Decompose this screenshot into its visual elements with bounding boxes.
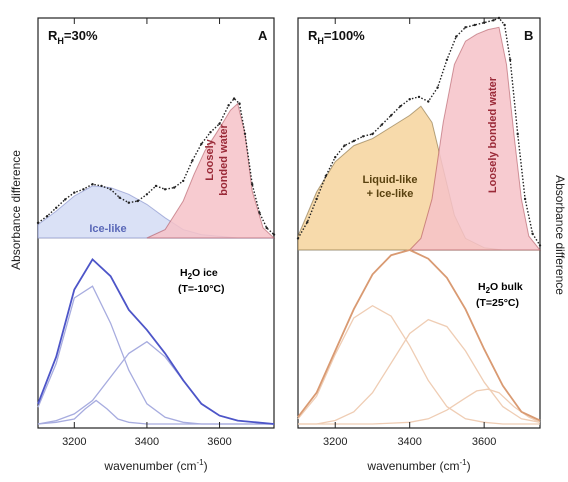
y-axis-label-left: Absorbance difference: [9, 150, 23, 270]
measured-point: [445, 58, 449, 61]
measured-point: [82, 188, 85, 191]
measured-point: [352, 139, 355, 143]
measured-point: [492, 19, 495, 22]
measured-point: [258, 211, 261, 214]
measured-point: [243, 132, 247, 135]
component-curve-a-1: [37, 340, 275, 425]
x-tick-label: 3600: [207, 436, 231, 448]
component-curve-a-2: [37, 399, 274, 425]
measured-point: [251, 183, 254, 186]
panel-a-reference-temp: (T=-10°C): [178, 283, 225, 295]
measured-point: [118, 196, 121, 199]
measured-point: [497, 16, 501, 20]
measured-point: [91, 183, 94, 186]
reference-total-curve-a: [37, 257, 275, 425]
measured-point: [55, 206, 58, 209]
region-a-1: [146, 102, 276, 239]
measured-point: [73, 191, 76, 194]
measured-point: [173, 186, 176, 189]
panel-a-x-axis-label: wavenumber (cm-1): [103, 458, 207, 473]
region-label-b-1: Loosely bonded water: [487, 76, 499, 193]
component-curve-a-0: [37, 285, 274, 425]
measured-point: [503, 23, 506, 27]
measured-point: [200, 142, 203, 146]
measured-point: [63, 198, 67, 201]
measured-point: [509, 58, 512, 61]
x-tick-label: 3600: [472, 436, 496, 448]
region-label-a-1: Loosely bonded water: [204, 124, 230, 196]
panel-b-title: RH=100%: [308, 28, 365, 46]
measured-point: [232, 97, 236, 100]
panel-a: Ice-like Loosely bonded water 3200 3400 3600…: [36, 17, 276, 473]
measured-point: [531, 232, 534, 235]
region-label-b-0: Liquid-like + Ice-like: [363, 174, 418, 200]
measured-point: [272, 233, 276, 236]
measured-point: [145, 193, 149, 196]
measured-point: [227, 104, 230, 107]
measured-point: [109, 188, 112, 191]
x-tick-label: 3200: [62, 436, 86, 448]
measured-point: [362, 135, 365, 138]
panel-b: Liquid-like + Ice-like Loosely bonded wate…: [296, 16, 542, 473]
component-curve-b-2: [298, 388, 541, 425]
measured-point: [100, 184, 103, 188]
measured-point: [218, 122, 221, 126]
measured-point: [154, 184, 158, 188]
measured-point: [191, 159, 194, 162]
measured-point: [399, 105, 402, 108]
measured-point: [182, 179, 185, 183]
measured-point: [343, 144, 346, 147]
measured-point: [417, 95, 421, 99]
measured-point: [436, 86, 439, 89]
measured-point: [516, 132, 519, 136]
measured-point: [408, 98, 411, 101]
measured-point: [473, 23, 476, 27]
measured-point: [315, 197, 318, 201]
panel-b-reference-temp: (T=25°C): [476, 297, 519, 309]
measured-point: [136, 199, 139, 203]
measured-point: [265, 226, 268, 230]
region-b-1: [408, 26, 542, 251]
panel-b-frame: [297, 17, 541, 429]
measured-point: [209, 131, 212, 134]
x-tick-label: 3400: [135, 436, 159, 448]
y-axis-label-right: Absorbance difference: [553, 175, 567, 295]
measured-point: [324, 174, 328, 177]
panel-b-letter: B: [524, 28, 533, 43]
measured-point: [238, 102, 241, 105]
measured-point: [163, 188, 167, 191]
panel-b-x-axis-label: wavenumber (cm-1): [366, 458, 470, 473]
measured-point: [296, 237, 300, 240]
measured-point: [427, 100, 430, 103]
measured-point: [371, 132, 374, 136]
measured-point: [464, 26, 467, 29]
panel-b-reference-label: H2O bulk: [478, 281, 523, 295]
reference-total-curve-b: [297, 249, 541, 422]
measured-point: [523, 197, 527, 201]
measured-point: [455, 35, 458, 38]
component-curve-b-1: [298, 318, 541, 425]
measured-point: [334, 156, 337, 159]
measured-point: [538, 244, 542, 247]
panel-a-title: RH=30%: [48, 28, 98, 46]
panel-a-reference-label: H2O ice: [180, 267, 218, 281]
measured-point: [127, 201, 130, 204]
region-label-a-0: Ice-like: [89, 223, 126, 235]
measured-point: [45, 215, 49, 218]
measured-spectrum-a: [37, 97, 275, 236]
component-curve-b-0: [297, 304, 540, 425]
measured-point: [36, 221, 40, 225]
x-tick-label: 3200: [323, 436, 347, 448]
panel-a-letter: A: [258, 28, 268, 43]
measured-point: [306, 221, 309, 224]
x-tick-label: 3400: [397, 436, 421, 448]
measured-point: [380, 123, 383, 126]
measured-point: [389, 114, 393, 117]
